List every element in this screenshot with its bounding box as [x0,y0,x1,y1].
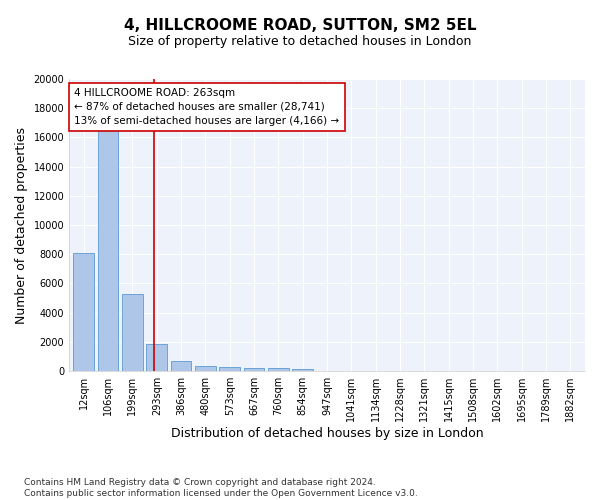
X-axis label: Distribution of detached houses by size in London: Distribution of detached houses by size … [171,427,484,440]
Text: Contains HM Land Registry data © Crown copyright and database right 2024.
Contai: Contains HM Land Registry data © Crown c… [24,478,418,498]
Bar [244,368,265,371]
Y-axis label: Number of detached properties: Number of detached properties [15,126,28,324]
Bar [220,367,240,371]
Bar [292,368,313,371]
Bar [195,366,216,371]
Bar [122,294,143,371]
Text: Size of property relative to detached houses in London: Size of property relative to detached ho… [128,35,472,48]
Bar [171,361,191,371]
Bar [146,344,167,371]
Bar [73,253,94,371]
Text: 4 HILLCROOME ROAD: 263sqm
← 87% of detached houses are smaller (28,741)
13% of s: 4 HILLCROOME ROAD: 263sqm ← 87% of detac… [74,88,340,126]
Text: 4, HILLCROOME ROAD, SUTTON, SM2 5EL: 4, HILLCROOME ROAD, SUTTON, SM2 5EL [124,18,476,32]
Bar [98,130,118,371]
Bar [268,368,289,371]
